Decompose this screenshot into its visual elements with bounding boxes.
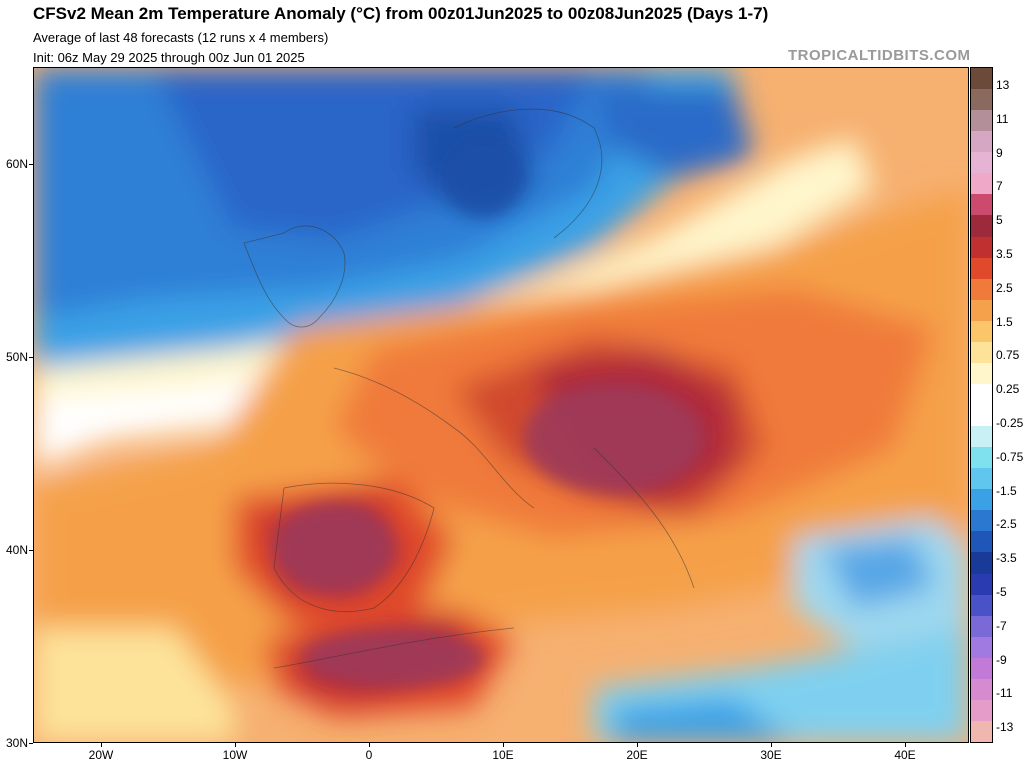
lon-label-40e: 40E bbox=[894, 748, 916, 762]
lon-label-30e: 30E bbox=[760, 748, 782, 762]
colorbar-segment bbox=[971, 657, 992, 679]
colorbar-segment bbox=[971, 510, 992, 532]
colorbar-segment bbox=[971, 447, 992, 469]
colorbar-segment bbox=[971, 257, 992, 279]
colorbar-segment bbox=[971, 236, 992, 258]
lat-tick-60 bbox=[29, 164, 33, 165]
colorbar-segment bbox=[971, 426, 992, 448]
colorbar-label: 9 bbox=[996, 145, 1003, 160]
colorbar-label: -0.75 bbox=[996, 449, 1024, 464]
lat-label-60: 60N bbox=[5, 157, 28, 171]
colorbar-label: -3.5 bbox=[996, 551, 1017, 566]
colorbar bbox=[970, 67, 993, 743]
colorbar-segment bbox=[971, 531, 992, 553]
lon-label-20w: 20W bbox=[88, 748, 114, 762]
colorbar-segment bbox=[971, 278, 992, 300]
colorbar-segment bbox=[971, 405, 992, 427]
map-title: CFSv2 Mean 2m Temperature Anomaly (°C) f… bbox=[33, 4, 769, 23]
lon-tick-20e bbox=[637, 743, 638, 747]
colorbar-segment bbox=[971, 636, 992, 658]
colorbar-segment bbox=[971, 173, 992, 195]
lon-label-20e: 20E bbox=[626, 748, 648, 762]
colorbar-segment bbox=[971, 89, 992, 111]
colorbar-segment bbox=[971, 194, 992, 216]
lon-tick-0 bbox=[369, 743, 370, 747]
lat-tick-40 bbox=[29, 550, 33, 551]
lon-tick-10e bbox=[503, 743, 504, 747]
lat-tick-50 bbox=[29, 357, 33, 358]
colorbar-segment bbox=[971, 594, 992, 616]
init-time: Init: 06z May 29 2025 through 00z Jun 01… bbox=[33, 50, 305, 65]
colorbar-segment bbox=[971, 341, 992, 363]
lon-tick-10w bbox=[235, 743, 236, 747]
colorbar-segment bbox=[971, 720, 992, 742]
colorbar-segment bbox=[971, 699, 992, 721]
colorbar-label: -9 bbox=[996, 652, 1007, 667]
colorbar-segment bbox=[971, 468, 992, 490]
lon-label-0: 0 bbox=[365, 748, 373, 762]
colorbar-segment bbox=[971, 552, 992, 574]
temperature-anomaly-map bbox=[33, 67, 969, 743]
colorbar-segment bbox=[971, 615, 992, 637]
colorbar-segment bbox=[971, 678, 992, 700]
colorbar-segment bbox=[971, 215, 992, 237]
colorbar-label: -5 bbox=[996, 585, 1007, 599]
map-subtitle: Average of last 48 forecasts (12 runs x … bbox=[33, 30, 329, 45]
colorbar-label: 3.5 bbox=[996, 247, 1013, 261]
colorbar-label: 7 bbox=[996, 179, 1003, 194]
colorbar-label: -2.5 bbox=[996, 517, 1017, 532]
colorbar-label: -7 bbox=[996, 618, 1007, 633]
colorbar-label: 1.5 bbox=[996, 314, 1013, 329]
colorbar-label: 13 bbox=[996, 78, 1010, 92]
lon-label-10w: 10W bbox=[222, 748, 248, 762]
lon-tick-20w bbox=[101, 743, 102, 747]
lat-label-40: 40N bbox=[5, 543, 28, 557]
colorbar-label: 0.75 bbox=[996, 348, 1020, 363]
colorbar-segment bbox=[971, 110, 992, 132]
lat-tick-30 bbox=[29, 743, 33, 744]
lon-tick-30e bbox=[771, 743, 772, 747]
colorbar-label: 2.5 bbox=[996, 280, 1013, 295]
lat-label-30: 30N bbox=[5, 736, 28, 750]
colorbar-label: -1.5 bbox=[996, 483, 1017, 498]
colorbar-label: 5 bbox=[996, 213, 1003, 228]
colorbar-segment bbox=[971, 573, 992, 595]
colorbar-segment bbox=[971, 383, 992, 405]
colorbar-segment bbox=[971, 152, 992, 174]
lon-label-10e: 10E bbox=[492, 748, 514, 762]
colorbar-label: -11 bbox=[996, 686, 1013, 701]
lat-label-50: 50N bbox=[5, 350, 28, 364]
colorbar-segment bbox=[971, 131, 992, 153]
brand-watermark: TROPICALTIDBITS.COM bbox=[788, 47, 971, 64]
colorbar-segment bbox=[971, 68, 992, 90]
colorbar-label: 0.25 bbox=[996, 382, 1020, 397]
colorbar-label: -0.25 bbox=[996, 416, 1024, 430]
colorbar-segment bbox=[971, 299, 992, 321]
colorbar-segment bbox=[971, 489, 992, 511]
colorbar-segment bbox=[971, 320, 992, 342]
colorbar-segment bbox=[971, 362, 992, 384]
colorbar-label: 11 bbox=[996, 111, 1009, 126]
lon-tick-40e bbox=[905, 743, 906, 747]
colorbar-label: -13 bbox=[996, 720, 1014, 735]
